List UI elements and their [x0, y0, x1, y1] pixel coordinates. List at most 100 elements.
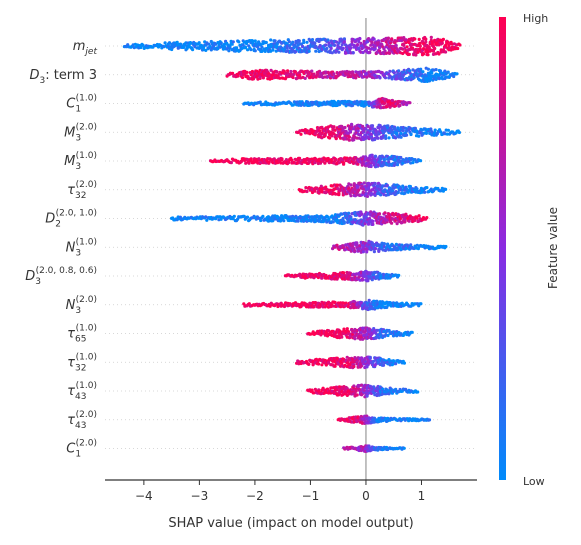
shap-point [275, 70, 279, 74]
shap-point [383, 76, 388, 80]
shap-point [286, 69, 290, 73]
shap-point [175, 40, 179, 45]
shap-point [392, 71, 396, 75]
feature-points-row [342, 444, 406, 453]
shap-point [368, 355, 372, 359]
shap-point [273, 39, 277, 43]
feature-label: N3(2.0) [66, 295, 97, 316]
shap-point [433, 128, 437, 132]
shap-point [303, 76, 307, 80]
feature-label: M3(1.0) [64, 151, 97, 172]
shap-point [417, 214, 421, 218]
shap-point [418, 41, 422, 45]
shap-point [446, 70, 450, 74]
shap-point [293, 70, 297, 74]
shap-point [325, 46, 329, 51]
shap-point [326, 38, 330, 42]
shap-point [260, 45, 264, 49]
shap-point [167, 41, 172, 45]
shap-point [365, 194, 370, 198]
shap-point [350, 123, 354, 127]
shap-point [441, 37, 445, 42]
shap-point [342, 37, 346, 41]
shap-point [370, 153, 374, 157]
shap-point [249, 48, 253, 52]
shap-point [405, 45, 409, 49]
shap-point [444, 187, 448, 191]
shap-point [356, 43, 360, 47]
shap-point [208, 45, 212, 49]
shap-point [337, 191, 341, 195]
feature-points-row [306, 383, 420, 399]
shap-point [339, 136, 343, 140]
shap-point [323, 134, 327, 138]
shap-point [418, 44, 422, 48]
shap-point [291, 40, 295, 44]
shap-point [342, 271, 346, 275]
shap-point [231, 71, 235, 75]
shap-point [291, 75, 295, 80]
shap-point [356, 129, 360, 133]
feature-points-row [283, 269, 401, 283]
shap-point [269, 38, 273, 42]
feature-label: M3(2.0) [64, 122, 97, 143]
shap-point [305, 74, 309, 78]
shap-point [219, 41, 223, 46]
shap-point [394, 362, 398, 366]
shap-point [438, 69, 443, 73]
shap-point [419, 67, 423, 71]
feature-points-row [336, 414, 432, 425]
feature-label: C1(2.0) [66, 439, 97, 460]
shap-point [373, 181, 377, 186]
shap-point [240, 75, 245, 80]
shap-point [397, 69, 401, 73]
shap-point [357, 39, 361, 44]
shap-point [353, 337, 357, 341]
shap-point [408, 69, 412, 73]
shap-point [352, 138, 356, 142]
shap-point [354, 76, 358, 80]
shap-point [330, 51, 334, 55]
shap-point [403, 220, 407, 224]
shap-point [259, 218, 263, 223]
shap-point [241, 43, 245, 47]
shap-point [455, 72, 459, 76]
shap-point [347, 138, 351, 142]
shap-point [357, 46, 361, 51]
shap-point [280, 157, 284, 161]
shap-point [378, 103, 382, 107]
shap-point [402, 361, 406, 365]
shap-point [359, 72, 363, 77]
shap-point [298, 100, 302, 104]
shap-point [332, 72, 336, 76]
shap-point [434, 68, 438, 72]
shap-point [307, 362, 311, 366]
shap-point [197, 41, 201, 45]
shap-point [371, 222, 375, 226]
feature-label: τ43(2.0) [67, 410, 97, 431]
shap-point [415, 216, 419, 220]
shap-point [377, 212, 382, 216]
feature-points-row [295, 122, 461, 142]
shap-point [214, 42, 218, 46]
shap-point [261, 214, 265, 218]
shap-point [251, 77, 256, 81]
shap-point [342, 40, 346, 44]
shap-point [246, 48, 250, 52]
feature-points-row [225, 66, 459, 83]
shap-point [457, 130, 461, 135]
shap-point [355, 241, 359, 245]
shap-point [342, 162, 346, 166]
feature-label: τ65(1.0) [67, 324, 97, 345]
shap-point [299, 132, 303, 136]
feature-points-row [295, 355, 406, 370]
shap-point [313, 41, 317, 45]
shap-point [261, 76, 265, 80]
shap-point [318, 129, 322, 133]
feature-points-row [306, 326, 414, 341]
shap-point [253, 39, 257, 43]
shap-point [243, 46, 247, 50]
shap-point [182, 45, 186, 50]
shap-point [207, 42, 211, 46]
